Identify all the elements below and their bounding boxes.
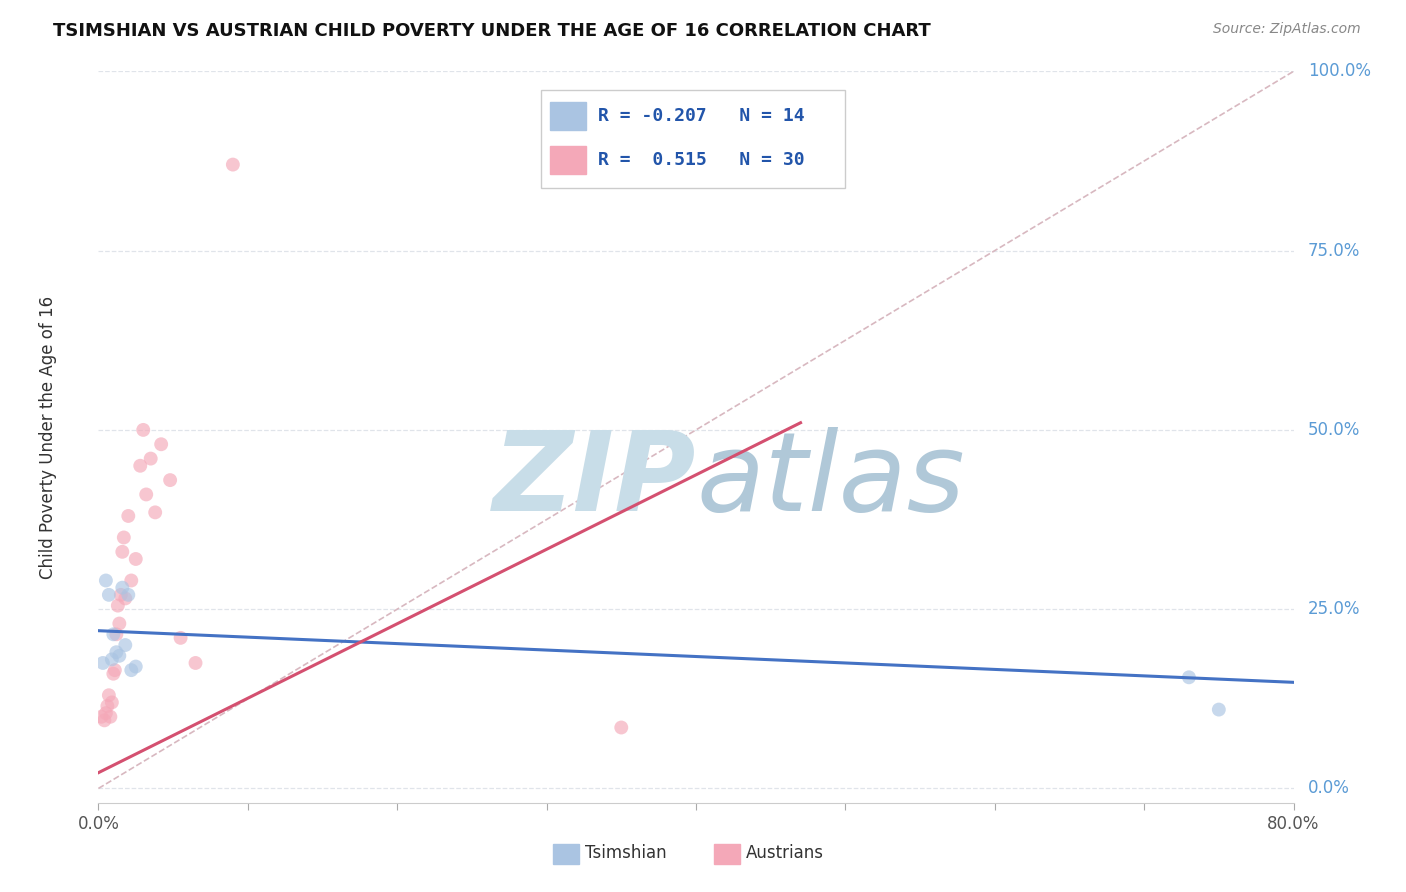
Point: [1178, 670, 1201, 684]
Point: [97, 688, 120, 702]
Point: [90, 710, 112, 724]
Point: [143, 505, 166, 519]
Point: [114, 638, 136, 652]
Point: [103, 627, 125, 641]
Point: [125, 659, 148, 673]
Text: 25.0%: 25.0%: [1308, 600, 1361, 618]
Point: [94, 706, 117, 721]
FancyBboxPatch shape: [541, 90, 845, 188]
Point: [610, 721, 633, 735]
Point: [104, 663, 127, 677]
Point: [94, 574, 117, 588]
Point: [105, 645, 128, 659]
Point: [120, 663, 142, 677]
Point: [108, 616, 131, 631]
Point: [111, 545, 134, 559]
Point: [96, 698, 118, 713]
Point: [184, 656, 207, 670]
Text: 75.0%: 75.0%: [1308, 242, 1360, 260]
Text: TSIMSHIAN VS AUSTRIAN CHILD POVERTY UNDER THE AGE OF 16 CORRELATION CHART: TSIMSHIAN VS AUSTRIAN CHILD POVERTY UNDE…: [53, 22, 931, 40]
Point: [112, 531, 135, 545]
Point: [120, 574, 142, 588]
Text: Austrians: Austrians: [747, 844, 824, 863]
Text: 50.0%: 50.0%: [1308, 421, 1360, 439]
Text: R = -0.207   N = 14: R = -0.207 N = 14: [598, 107, 804, 125]
Bar: [550, 146, 586, 174]
Point: [129, 458, 152, 473]
Point: [222, 158, 245, 172]
Point: [117, 508, 139, 523]
Point: [101, 695, 124, 709]
Point: [93, 714, 115, 728]
Point: [125, 552, 148, 566]
Point: [103, 666, 125, 681]
Point: [110, 588, 132, 602]
Point: [107, 599, 129, 613]
Point: [108, 648, 131, 663]
Point: [1208, 702, 1230, 716]
Text: R =  0.515   N = 30: R = 0.515 N = 30: [598, 151, 804, 169]
Point: [91, 656, 114, 670]
Point: [98, 710, 122, 724]
Point: [139, 451, 162, 466]
Bar: [714, 844, 740, 864]
Text: 100.0%: 100.0%: [1308, 62, 1371, 80]
Point: [169, 631, 191, 645]
Bar: [550, 102, 586, 130]
Point: [114, 591, 136, 606]
Point: [101, 652, 124, 666]
Point: [117, 588, 139, 602]
Text: Tsimshian: Tsimshian: [585, 844, 666, 863]
Point: [135, 487, 157, 501]
Bar: [553, 844, 579, 864]
Text: Source: ZipAtlas.com: Source: ZipAtlas.com: [1213, 22, 1361, 37]
Text: ZIP: ZIP: [492, 427, 696, 534]
Text: 0.0%: 0.0%: [1308, 780, 1350, 797]
Point: [159, 473, 181, 487]
Point: [111, 581, 134, 595]
Point: [132, 423, 155, 437]
Point: [97, 588, 120, 602]
Text: Child Poverty Under the Age of 16: Child Poverty Under the Age of 16: [39, 295, 58, 579]
Point: [150, 437, 173, 451]
Point: [105, 627, 128, 641]
Text: atlas: atlas: [696, 427, 965, 534]
